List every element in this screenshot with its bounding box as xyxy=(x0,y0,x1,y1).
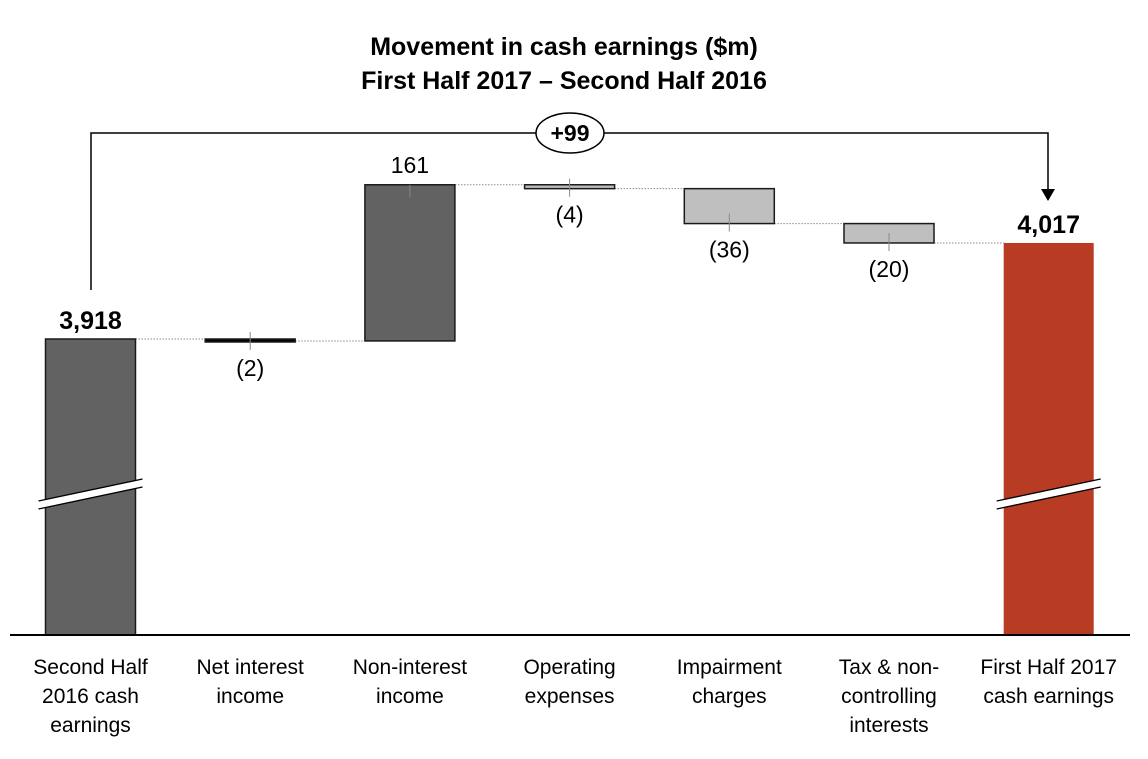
net-change-label: +99 xyxy=(550,120,589,146)
axis-break-1 xyxy=(996,478,1101,510)
category-label-5-line-2: interests xyxy=(849,714,928,737)
axis-break-line-0-0 xyxy=(38,478,143,502)
value-label-0: 3,918 xyxy=(59,307,122,335)
bar-2 xyxy=(364,184,456,342)
category-label-2-line-1: income xyxy=(376,685,444,708)
category-label-4-line-1: charges xyxy=(692,685,767,708)
axis-break-line-0-1 xyxy=(38,486,143,510)
value-label-4: (36) xyxy=(709,237,750,263)
net-change-ellipse xyxy=(535,112,605,154)
value-label-5: (20) xyxy=(869,256,910,282)
axis-break-line-1-0 xyxy=(996,478,1101,502)
category-label-6-line-1: cash earnings xyxy=(983,685,1114,708)
category-label-1-line-0: Net interest xyxy=(197,656,305,679)
value-labels: 3,918 (2) 161 (4) (36) (20) 4,017 xyxy=(59,152,1080,381)
category-label-1-line-1: income xyxy=(216,685,284,708)
chart-subtitle: First Half 2017 – Second Half 2016 xyxy=(361,67,767,95)
category-label-6-line-0: First Half 2017 xyxy=(980,656,1117,679)
axis-break-gap-1 xyxy=(996,479,1101,509)
value-label-6: 4,017 xyxy=(1017,211,1080,239)
category-labels: Second Half 2016 cash earnings Net interest… xyxy=(33,656,1117,737)
category-label-2-line-0: Non-interest xyxy=(353,656,468,679)
category-label-3-line-0: Operating xyxy=(523,656,615,679)
category-label-3-line-1: expenses xyxy=(525,685,615,708)
bar-6 xyxy=(1003,242,1094,635)
category-label-0-line-1: 2016 cash xyxy=(42,685,139,708)
chart-decorations xyxy=(38,478,1101,510)
chart-title: Movement in cash earnings ($m) xyxy=(370,33,758,61)
axis-break-line-1-1 xyxy=(996,486,1101,510)
net-change-annotation: +99 xyxy=(90,112,1055,290)
bars-group xyxy=(44,184,1094,636)
axis-break-0 xyxy=(38,478,143,510)
category-label-5-line-1: controlling xyxy=(841,685,937,708)
value-label-1: (2) xyxy=(236,355,264,381)
connector-lines xyxy=(135,184,1004,342)
category-label-0-line-2: earnings xyxy=(50,714,131,737)
category-label-5-line-0: Tax & non- xyxy=(839,656,939,679)
axis-break-gap-0 xyxy=(38,479,143,509)
net-change-arrowhead xyxy=(1041,189,1055,201)
category-label-4-line-0: Impairment xyxy=(677,656,782,679)
category-label-0-line-0: Second Half xyxy=(33,656,148,679)
value-label-2: 161 xyxy=(391,152,429,178)
value-label-3: (4) xyxy=(556,202,584,228)
